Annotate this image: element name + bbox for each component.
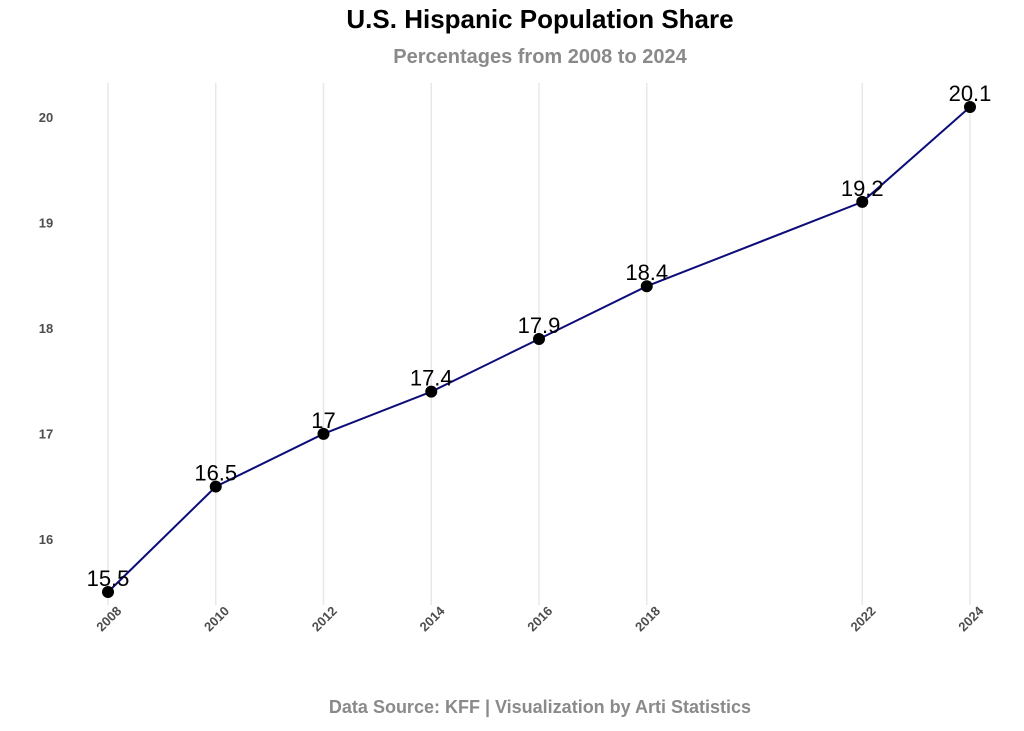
data-point-2012	[317, 427, 330, 440]
data-point-2022	[856, 195, 869, 208]
x-tick-label-2024: 2024	[955, 603, 987, 635]
series-line	[107, 106, 971, 593]
x-tick-label-2018: 2018	[632, 603, 663, 634]
x-tick-label-2012: 2012	[309, 603, 340, 634]
y-tick-label-17: 17	[39, 426, 53, 441]
data-point-2014	[425, 385, 438, 398]
vertical-gridlines	[107, 83, 971, 605]
data-point-2016	[533, 332, 545, 345]
chart-subtitle: Percentages from 2008 to 2024	[393, 46, 687, 68]
y-axis-tick-labels: 16 17 18 19 20	[39, 110, 53, 547]
data-label-2024: 20.1	[949, 81, 992, 106]
data-point-2008	[102, 586, 114, 598]
y-tick-label-18: 18	[39, 321, 53, 336]
x-tick-label-2016: 2016	[524, 603, 555, 634]
series-line-layer	[107, 106, 971, 593]
data-labels-layer: 15.5 16.5 17 17.4 17.9 18.4 19.2 20.1	[87, 81, 992, 591]
data-label-2018: 18.4	[625, 260, 668, 285]
x-axis-tick-labels: 2008 2010 2012 2014 2016 2018 2022 2024	[93, 603, 987, 635]
data-label-2014: 17.4	[410, 366, 453, 391]
data-point-2018	[640, 280, 653, 293]
y-tick-label-16: 16	[39, 532, 53, 547]
x-tick-label-2014: 2014	[417, 603, 449, 635]
data-points-layer	[102, 101, 976, 598]
data-label-2022: 19.2	[841, 176, 884, 201]
data-label-2016: 17.9	[518, 313, 561, 338]
y-tick-label-20: 20	[39, 110, 53, 125]
x-tick-label-2008: 2008	[93, 603, 124, 634]
x-tick-label-2010: 2010	[201, 603, 232, 634]
data-point-2010	[209, 480, 222, 493]
y-tick-label-19: 19	[39, 215, 53, 230]
x-tick-label-2022: 2022	[848, 603, 879, 634]
chart-title: U.S. Hispanic Population Share	[346, 4, 734, 34]
data-label-2008: 15.5	[87, 566, 130, 591]
data-label-2010: 16.5	[194, 461, 237, 486]
data-point-2024	[964, 101, 976, 113]
data-source-caption: Data Source: KFF | Visualization by Arti…	[328, 697, 752, 717]
data-label-2012: 17	[311, 408, 335, 433]
